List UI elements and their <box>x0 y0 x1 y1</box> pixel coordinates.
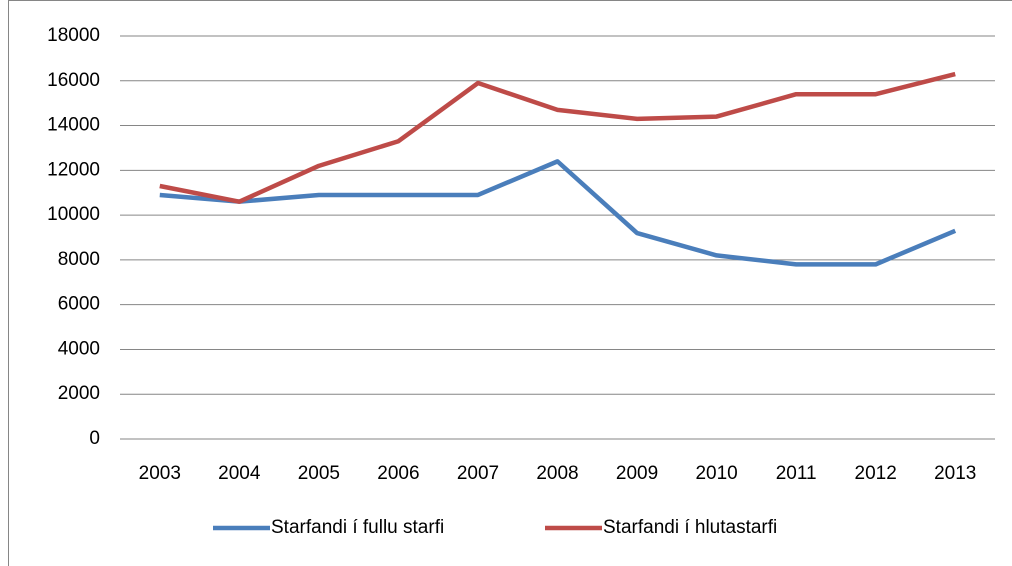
x-tick-label: 2009 <box>616 463 658 484</box>
x-tick-label: 2005 <box>298 463 340 484</box>
x-tick-label: 2010 <box>695 463 737 484</box>
series-line <box>159 71 956 204</box>
x-tick-label: 2013 <box>934 463 976 484</box>
x-tick-label: 2004 <box>218 463 261 484</box>
y-tick-label: 0 <box>89 428 100 449</box>
legend-label: Starfandi í hlutastarfi <box>603 517 777 538</box>
x-tick-label: 2008 <box>536 463 578 484</box>
legend-label: Starfandi í fullu starfi <box>271 517 444 538</box>
x-tick-label: 2006 <box>377 463 419 484</box>
y-tick-label: 10000 <box>47 204 100 225</box>
y-tick-label: 12000 <box>47 159 100 180</box>
y-tick-label: 4000 <box>58 338 100 359</box>
y-tick-label: 16000 <box>47 70 100 91</box>
y-tick-label: 18000 <box>47 25 100 46</box>
x-tick-label: 2011 <box>776 463 817 484</box>
y-tick-label: 8000 <box>58 249 100 270</box>
series-line <box>159 159 957 267</box>
x-tick-label: 2007 <box>457 463 499 484</box>
y-tick-label: 2000 <box>58 383 100 404</box>
x-tick-label: 2012 <box>855 463 897 484</box>
y-tick-label: 6000 <box>58 294 100 315</box>
x-tick-label: 2003 <box>139 463 181 484</box>
y-tick-label: 14000 <box>47 115 100 136</box>
